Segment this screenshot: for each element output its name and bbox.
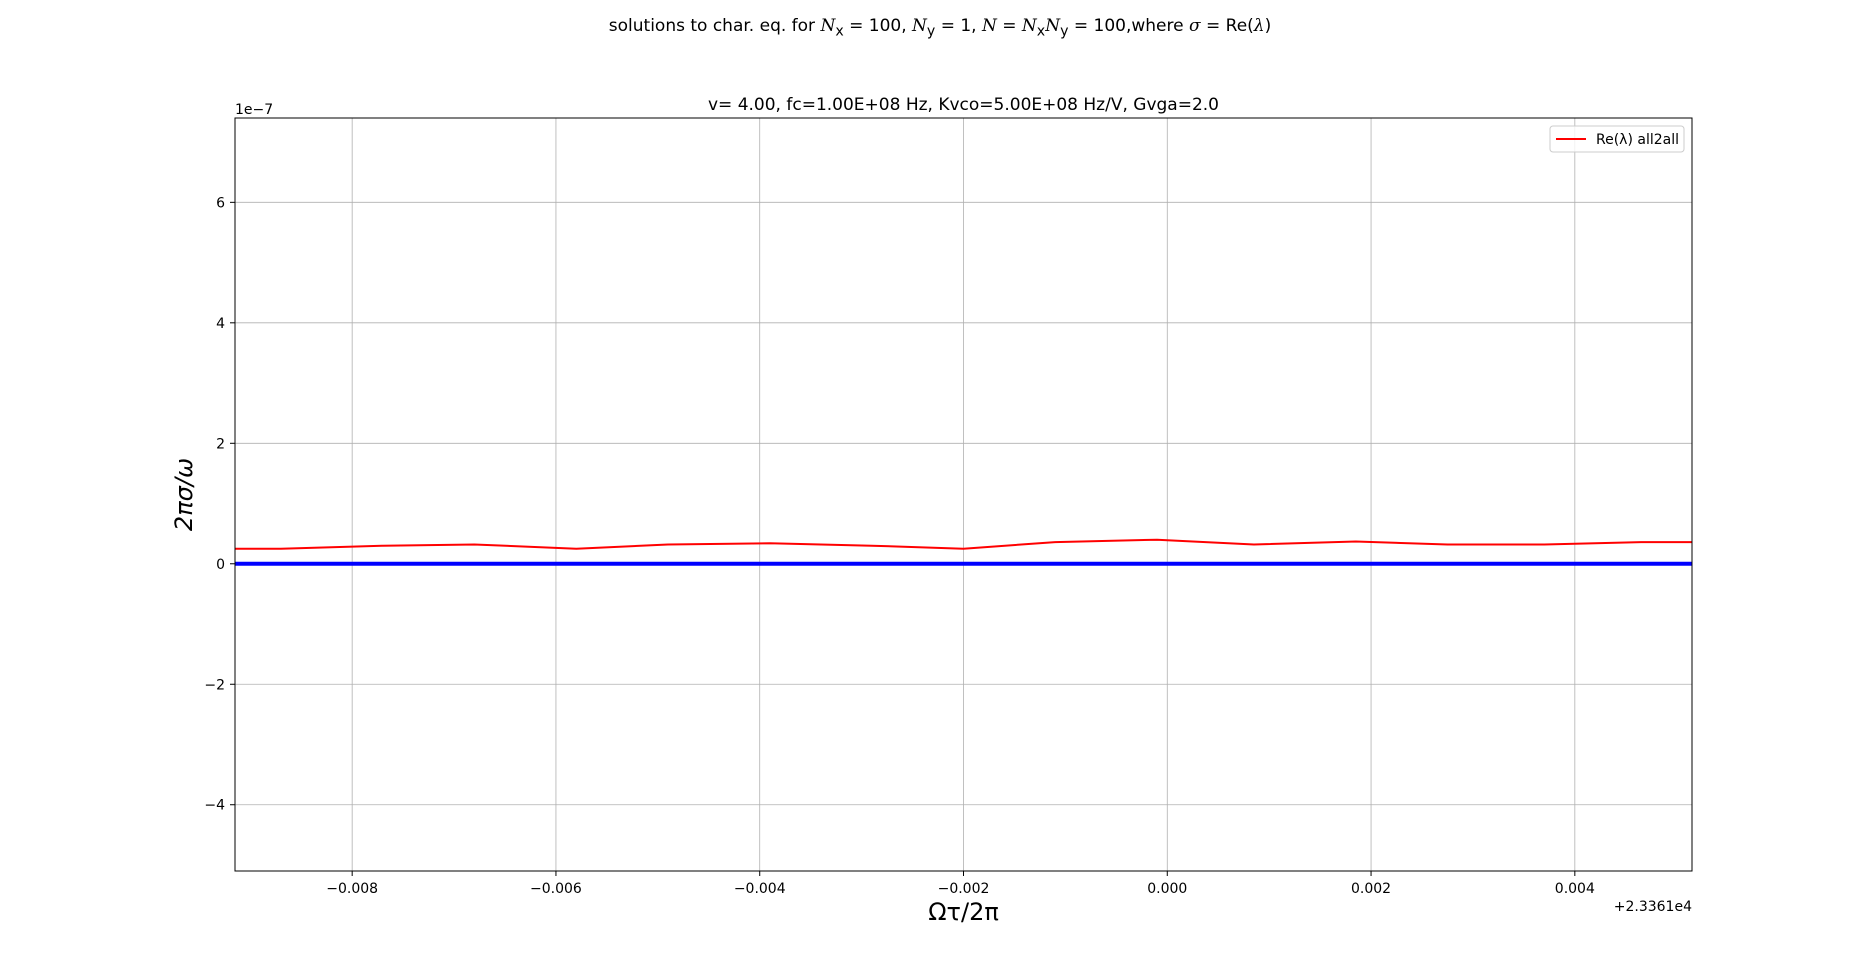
y-tick-label: −2 bbox=[204, 677, 225, 693]
x-tick-label: −0.004 bbox=[734, 881, 786, 897]
series-line-re-lambda bbox=[235, 538, 1692, 550]
legend-box bbox=[1549, 125, 1685, 153]
y-multiplier-label: 1e−7 bbox=[235, 102, 273, 118]
y-tick-label: 6 bbox=[216, 195, 225, 211]
y-tick-label: −4 bbox=[204, 798, 225, 814]
y-tick-label: 0 bbox=[216, 557, 225, 573]
legend: Re(λ) all2all bbox=[1549, 125, 1685, 153]
y-tick-label: 2 bbox=[216, 436, 225, 452]
x-tick-label: 0.004 bbox=[1555, 881, 1595, 897]
x-tick-label: 0.002 bbox=[1351, 881, 1391, 897]
x-axis-label: Ωτ/2π bbox=[928, 898, 999, 926]
legend-label-re-lambda: Re(λ) all2all bbox=[1596, 132, 1679, 148]
grid bbox=[235, 118, 1692, 871]
x-tick-label: −0.002 bbox=[938, 881, 990, 897]
series-layer bbox=[235, 538, 1692, 566]
y-tick-label: 4 bbox=[216, 316, 225, 332]
ticks: −0.008 −0.006 −0.004 −0.002 0.000 0.002 0.004 −… bbox=[204, 195, 1595, 897]
x-offset-label: +2.3361e4 bbox=[1614, 899, 1692, 915]
x-tick-label: −0.008 bbox=[326, 881, 378, 897]
chart-title: v= 4.00, fc=1.00E+08 Hz, Kvco=5.00E+08 H… bbox=[708, 95, 1219, 115]
figure-suptitle: solutions to char. eq. for Nx = 100, Ny … bbox=[608, 16, 1272, 40]
y-axis-label: 2πσ/ω bbox=[170, 458, 198, 531]
x-tick-label: −0.006 bbox=[530, 881, 582, 897]
x-tick-label: 0.000 bbox=[1147, 881, 1187, 897]
